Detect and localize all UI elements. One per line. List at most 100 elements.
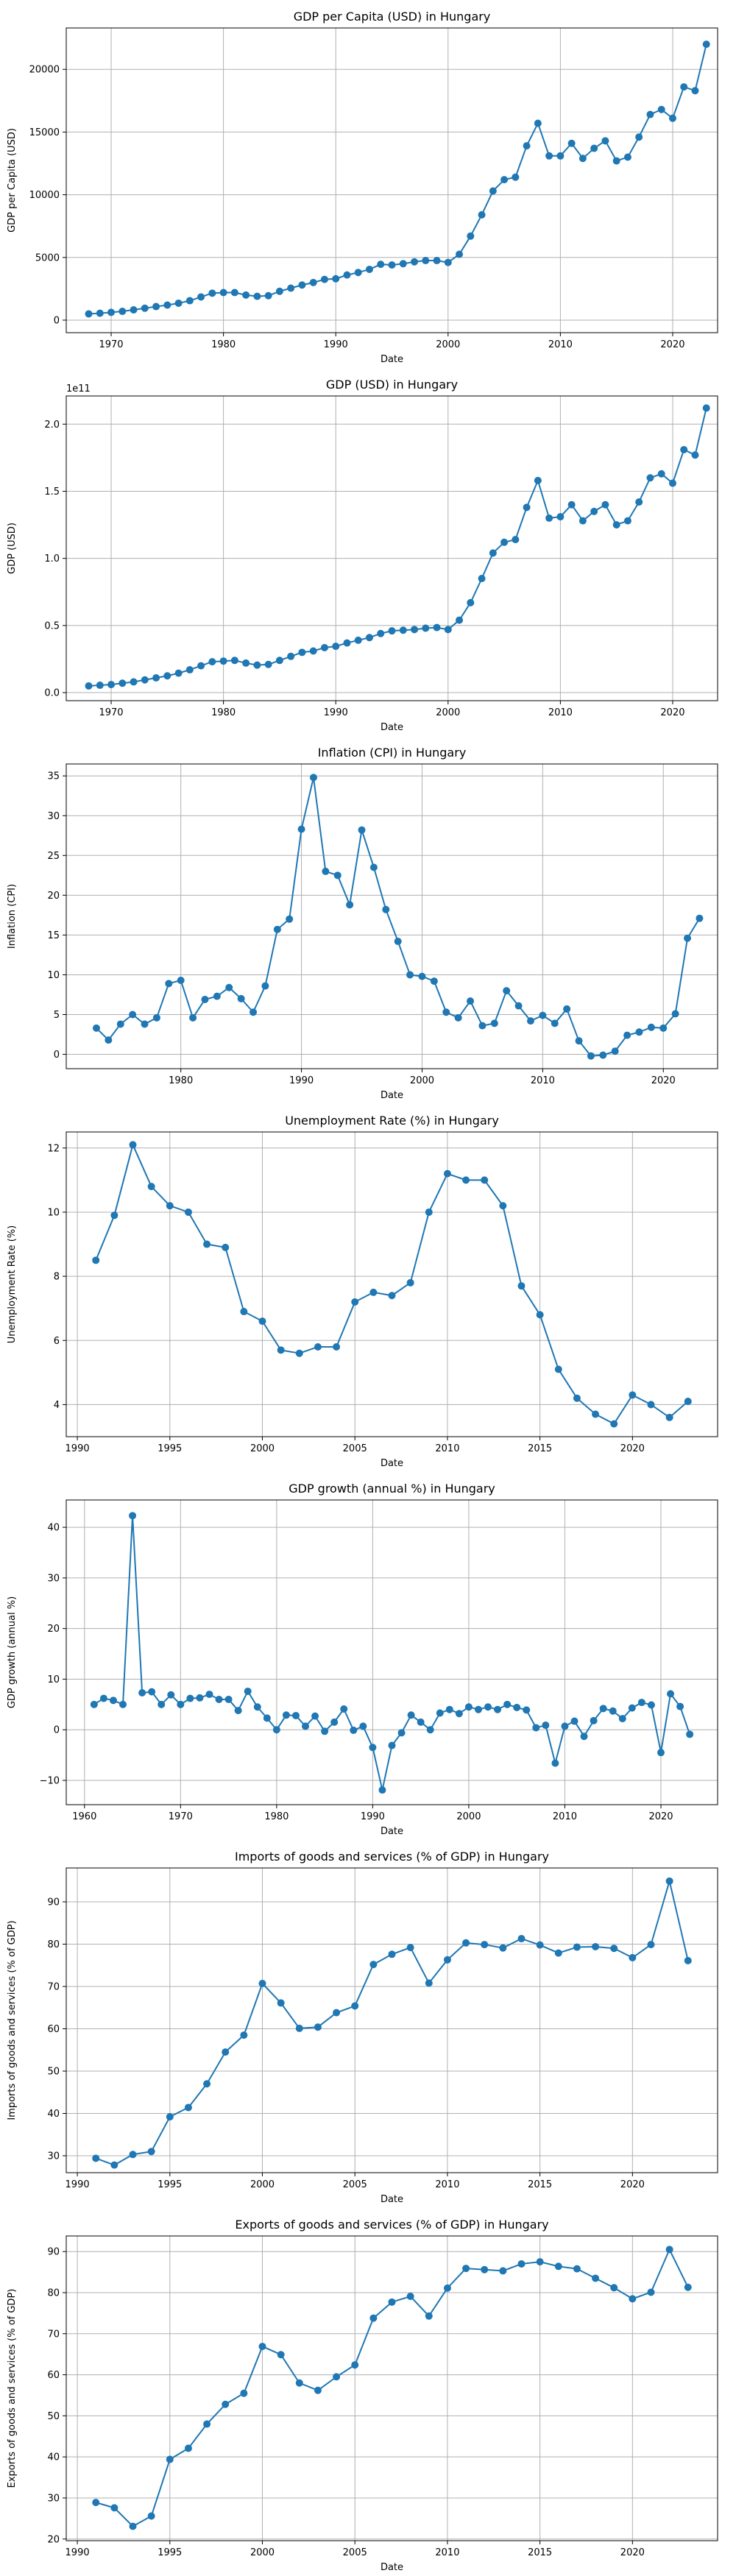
data-point bbox=[590, 144, 598, 152]
data-point bbox=[647, 1023, 655, 1031]
data-point bbox=[676, 1702, 684, 1710]
series-line bbox=[96, 776, 701, 1057]
data-point bbox=[657, 1749, 665, 1757]
data-point bbox=[152, 674, 160, 682]
y-tick-label: 70 bbox=[47, 2329, 60, 2340]
data-point bbox=[657, 105, 665, 113]
x-tick-label: 2005 bbox=[343, 2547, 367, 2558]
data-point bbox=[388, 261, 396, 269]
data-point bbox=[513, 1703, 521, 1711]
y-tick-label: 50 bbox=[47, 2067, 60, 2078]
data-point bbox=[287, 652, 295, 660]
data-point bbox=[119, 1700, 127, 1708]
data-point bbox=[250, 1008, 258, 1016]
x-tick-label: 2010 bbox=[435, 1443, 459, 1454]
data-point bbox=[418, 972, 426, 980]
data-point bbox=[561, 1722, 569, 1730]
y-tick-label: 1.5 bbox=[44, 486, 60, 498]
data-point bbox=[425, 2312, 433, 2320]
x-tick-label: 2020 bbox=[651, 1075, 676, 1086]
data-point bbox=[545, 152, 553, 160]
x-tick-label: 2000 bbox=[410, 1075, 434, 1086]
data-point bbox=[237, 994, 245, 1002]
data-point bbox=[637, 1699, 645, 1707]
data-point bbox=[382, 905, 390, 913]
data-point bbox=[277, 2351, 285, 2359]
data-point bbox=[343, 271, 351, 279]
series-line bbox=[95, 1144, 689, 1425]
data-point bbox=[186, 1694, 194, 1702]
data-point bbox=[377, 629, 385, 637]
data-point bbox=[610, 1420, 618, 1428]
data-point bbox=[351, 1298, 359, 1306]
data-point bbox=[536, 1311, 544, 1319]
data-point bbox=[499, 1944, 507, 1952]
y-axis-label: Unemployment Rate (%) bbox=[7, 1225, 18, 1344]
data-point bbox=[219, 289, 227, 297]
data-point bbox=[573, 1394, 581, 1402]
data-point bbox=[443, 2284, 451, 2292]
data-point bbox=[610, 1945, 618, 1953]
data-point bbox=[512, 173, 520, 181]
data-point bbox=[592, 2274, 600, 2282]
data-point bbox=[578, 517, 587, 525]
data-point bbox=[109, 1696, 117, 1705]
chart-panel-4: 1990 1995 2000 2005 2010 2015 2020 4 6 8 10 12 Unemp… bbox=[7, 1114, 718, 1469]
data-point bbox=[629, 1391, 637, 1399]
data-point bbox=[647, 1701, 655, 1709]
data-point bbox=[684, 1956, 692, 1964]
data-point bbox=[567, 500, 576, 509]
data-point bbox=[333, 2373, 341, 2381]
x-axis-label: Date bbox=[381, 2562, 403, 2573]
x-tick-label: 2020 bbox=[660, 707, 684, 718]
data-point bbox=[240, 1308, 248, 1316]
data-point bbox=[474, 1705, 482, 1713]
data-point bbox=[222, 2400, 230, 2408]
data-point bbox=[264, 660, 272, 668]
data-point bbox=[628, 1704, 636, 1712]
data-point bbox=[275, 657, 283, 665]
x-axis-label: Date bbox=[381, 354, 403, 365]
data-point bbox=[696, 914, 704, 922]
chart-panel-1: 1970 1980 1990 2000 2010 2020 0 5000 10000 15000 2… bbox=[7, 10, 718, 365]
data-point bbox=[264, 291, 272, 300]
data-point bbox=[320, 643, 328, 651]
data-point bbox=[167, 1691, 175, 1699]
data-point bbox=[489, 187, 497, 195]
data-point bbox=[422, 257, 430, 265]
chart-title: Exports of goods and services (% of GDP)… bbox=[235, 2218, 548, 2232]
data-point bbox=[213, 992, 221, 1000]
data-point bbox=[92, 1024, 100, 1032]
data-point bbox=[314, 1342, 322, 1351]
data-point bbox=[369, 863, 378, 871]
data-point bbox=[85, 310, 93, 318]
y-tick-label: 0.5 bbox=[44, 620, 60, 631]
data-point bbox=[110, 1211, 118, 1220]
data-point bbox=[205, 1691, 213, 1699]
data-point bbox=[500, 176, 509, 184]
data-point bbox=[462, 1176, 470, 1184]
x-tick-label: 1990 bbox=[66, 2547, 90, 2558]
y-tick-label: 60 bbox=[47, 2370, 60, 2381]
x-tick-label: 2000 bbox=[436, 707, 460, 718]
data-point bbox=[358, 826, 366, 834]
data-point bbox=[517, 2260, 526, 2268]
y-tick-label: 5 bbox=[54, 1010, 60, 1021]
data-point bbox=[351, 2002, 359, 2010]
y-tick-label: 20 bbox=[47, 891, 60, 902]
data-point bbox=[481, 1176, 489, 1184]
y-tick-label: 1.0 bbox=[44, 553, 60, 565]
data-point bbox=[129, 2522, 137, 2530]
x-tick-label: 2010 bbox=[548, 339, 573, 350]
data-point bbox=[314, 2023, 322, 2031]
x-tick-label: 2010 bbox=[435, 2547, 459, 2558]
y-tick-label: 40 bbox=[47, 2452, 60, 2463]
data-point bbox=[275, 287, 283, 295]
data-point bbox=[230, 657, 238, 665]
data-point bbox=[411, 626, 419, 634]
data-point bbox=[481, 1941, 489, 1949]
data-point bbox=[130, 305, 138, 314]
x-tick-label: 1970 bbox=[99, 707, 123, 718]
x-tick-label: 2005 bbox=[343, 1443, 367, 1454]
y-tick-label: 5000 bbox=[35, 252, 60, 263]
